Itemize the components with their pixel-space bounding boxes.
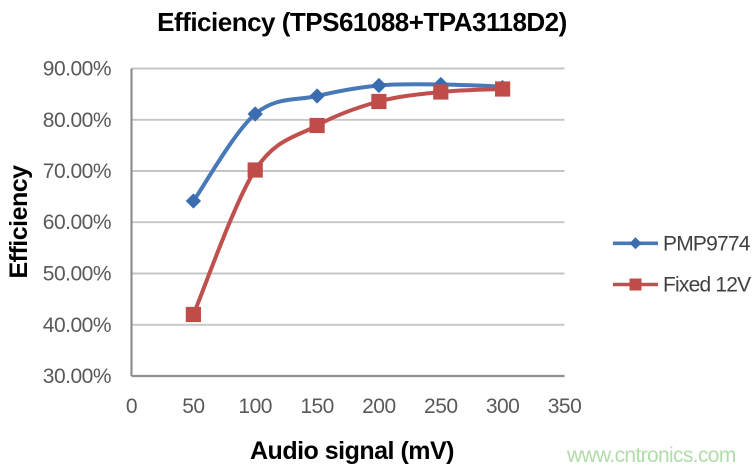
svg-text:www.cntronics.com: www.cntronics.com <box>566 444 736 467</box>
svg-text:250: 250 <box>424 395 458 418</box>
svg-text:90.00%: 90.00% <box>43 58 111 81</box>
svg-text:60.00%: 60.00% <box>43 211 111 234</box>
svg-text:Efficiency: Efficiency <box>5 165 33 279</box>
svg-text:100: 100 <box>238 395 272 418</box>
svg-text:300: 300 <box>486 395 520 418</box>
svg-text:80.00%: 80.00% <box>43 109 111 132</box>
svg-text:50: 50 <box>182 395 204 418</box>
svg-text:Efficiency (TPS61088+TPA3118D2: Efficiency (TPS61088+TPA3118D2) <box>157 7 567 37</box>
svg-text:50.00%: 50.00% <box>43 263 111 286</box>
svg-text:PMP9774: PMP9774 <box>663 233 751 256</box>
svg-text:350: 350 <box>548 395 582 418</box>
svg-text:0: 0 <box>126 395 137 418</box>
svg-text:40.00%: 40.00% <box>43 314 111 337</box>
svg-text:200: 200 <box>362 395 396 418</box>
svg-text:Audio signal (mV): Audio signal (mV) <box>250 437 454 465</box>
svg-text:Fixed 12V: Fixed 12V <box>663 274 751 297</box>
svg-text:150: 150 <box>300 395 334 418</box>
svg-text:70.00%: 70.00% <box>43 160 111 183</box>
svg-text:30.00%: 30.00% <box>43 365 111 388</box>
